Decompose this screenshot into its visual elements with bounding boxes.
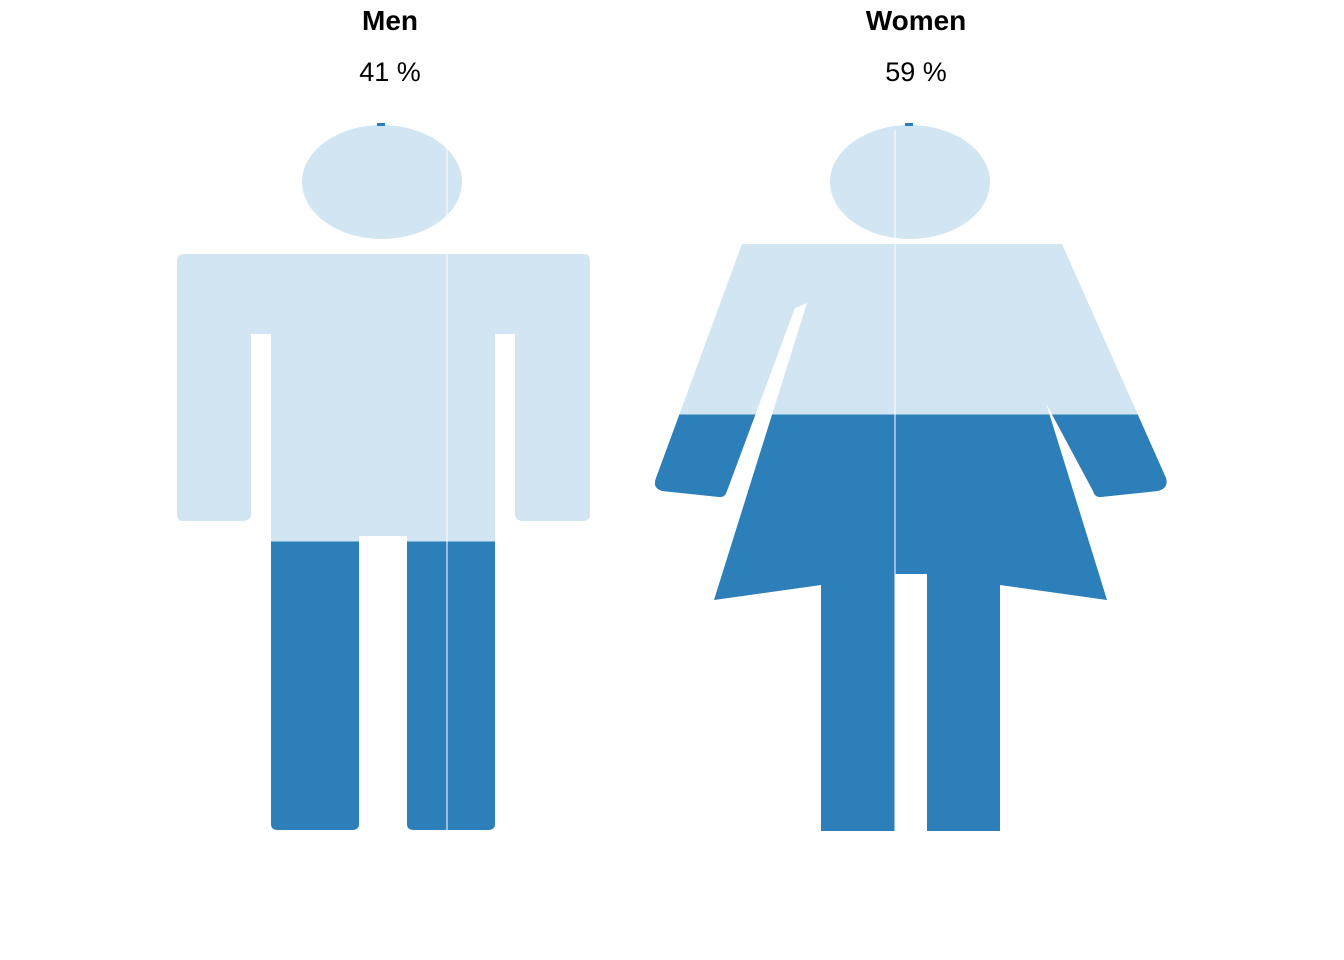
women-icon: [654, 123, 1167, 832]
men-percentage-label: 41 %: [359, 57, 421, 87]
men-unfilled-area: [177, 125, 590, 830]
women-percentage-label: 59 %: [885, 57, 947, 87]
women-top-tick: [905, 123, 913, 126]
men-top-tick: [377, 123, 385, 126]
women-filled-area: [654, 414, 1167, 831]
men-icon: [177, 123, 590, 832]
women-panel-title: Women: [865, 5, 967, 36]
men-filled-area: [177, 541, 590, 830]
men-panel-title: Men: [362, 5, 418, 36]
